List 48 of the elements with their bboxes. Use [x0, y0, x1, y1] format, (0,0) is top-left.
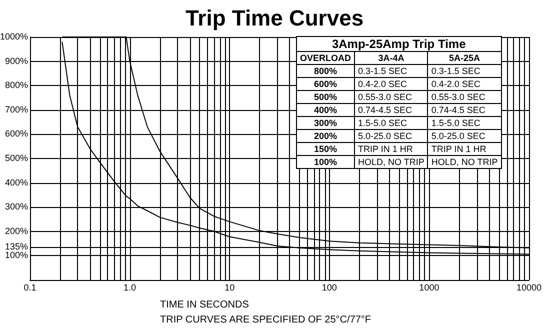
y-tick-label: 200%	[4, 226, 28, 236]
x-tick-label: 1.0	[124, 282, 136, 292]
annotation: 0.55-3.0 SEC	[428, 90, 502, 104]
annotation: 200%	[296, 130, 355, 142]
annotation: 300%	[296, 116, 355, 130]
annotation: 5A-25A	[428, 52, 502, 64]
y-tick-label: 100%	[4, 250, 28, 260]
annotation: 0.4-2.0 SEC	[428, 78, 502, 90]
annotation: HOLD, NO TRIP	[354, 156, 428, 168]
annotation: HOLD, NO TRIP	[428, 156, 502, 168]
annotation: 1.5-5.0 SEC	[354, 116, 428, 130]
x-tick-label: 0.1	[24, 282, 36, 292]
annotation: 150%	[296, 142, 355, 156]
x-tick-label: 10	[224, 282, 235, 292]
annotation: 600%	[296, 78, 355, 90]
annotation: 100%	[296, 156, 355, 168]
y-tick-label: 400%	[4, 177, 28, 188]
annotation: 3Amp-25Amp Trip Time	[296, 36, 502, 52]
y-tick-label: 600%	[4, 128, 28, 139]
annotation: 500%	[296, 90, 355, 104]
annotation: 400%	[296, 104, 355, 116]
x-tick-label: 10000	[516, 282, 542, 292]
annotation: 800%	[296, 64, 355, 78]
y-tick-label: 900%	[4, 56, 28, 66]
annotation: 1.5-5.0 SEC	[428, 116, 502, 130]
y-tick-label: 1000%	[0, 32, 28, 42]
chart-title: Trip Time Curves	[185, 6, 364, 30]
x-tick-label: 1000	[419, 282, 440, 292]
y-tick-label: 700%	[4, 104, 28, 114]
annotation: 0.74-4.5 SEC	[354, 104, 428, 116]
annotation: 5.0-25.0 SEC	[354, 130, 428, 142]
annotation: 3A-4A	[354, 52, 428, 64]
annotation: TRIP IN 1 HR	[354, 142, 428, 156]
annotation: 0.4-2.0 SEC	[354, 78, 428, 90]
annotation: 5.0-25.0 SEC	[428, 130, 502, 142]
y-tick-label: 135%	[4, 242, 28, 252]
annotation: 0.3-1.5 SEC	[428, 64, 502, 78]
y-tick-label: 300%	[4, 202, 28, 212]
text: TRIP CURVES ARE SPECIFIED OF 25°C/77°F	[160, 314, 372, 326]
x-tick-label: 100	[322, 282, 337, 292]
annotation: TRIP IN 1 HR	[428, 142, 502, 156]
annotation: 0.55-3.0 SEC	[354, 90, 428, 104]
annotation: 0.3-1.5 SEC	[354, 64, 428, 78]
y-tick-label: 800%	[4, 80, 28, 90]
y-tick-label: 500%	[4, 153, 28, 163]
annotation: OVERLOAD	[296, 52, 355, 64]
annotation: 0.74-4.5 SEC	[428, 104, 502, 116]
x-axis-title: TIME IN SECONDS	[160, 300, 250, 310]
